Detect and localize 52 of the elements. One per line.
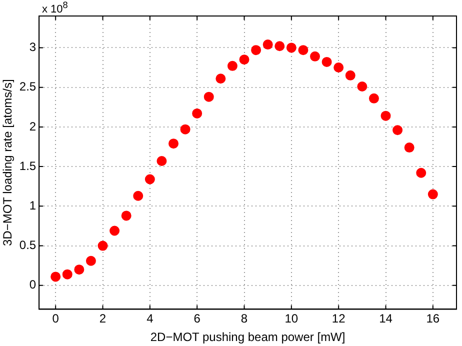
- point: [216, 74, 226, 84]
- point: [251, 45, 262, 56]
- y-tick-label: 3: [29, 40, 36, 54]
- point: [98, 240, 108, 251]
- x-tick-label: 6: [194, 312, 201, 326]
- point: [392, 125, 403, 136]
- x-tick-label: 14: [379, 312, 393, 326]
- x-tick-label: 10: [284, 312, 298, 326]
- point: [50, 272, 61, 282]
- y-tick-label: 0: [29, 278, 36, 292]
- x-tick-label: 0: [52, 312, 60, 326]
- point: [239, 54, 250, 65]
- point: [121, 210, 132, 221]
- point: [380, 110, 391, 121]
- point: [428, 189, 438, 200]
- y-axis-title: 3D−MOT loading rate [atoms/s]: [0, 79, 15, 246]
- point: [334, 62, 344, 73]
- point: [74, 264, 84, 275]
- x-tick-label: 12: [332, 312, 346, 326]
- x-tick-label: 16: [426, 312, 440, 326]
- point: [262, 40, 273, 50]
- point: [416, 168, 426, 178]
- x-axis-title: 2D−MOT pushing beam power [mW]: [150, 330, 346, 344]
- point: [62, 269, 72, 280]
- point: [286, 42, 296, 53]
- point: [404, 142, 414, 153]
- point: [192, 108, 202, 118]
- point: [86, 256, 96, 266]
- text: x 10$^{8}$: [42, 0, 68, 16]
- point: [345, 70, 356, 80]
- point: [368, 93, 379, 104]
- y-tick-label: 1.5: [19, 158, 36, 173]
- point: [156, 156, 167, 166]
- x-tick-label: 4: [146, 312, 154, 326]
- point: [144, 174, 155, 184]
- y-tick-label: 1: [29, 198, 36, 212]
- x-tick-label: 2: [99, 312, 106, 326]
- point: [204, 92, 214, 102]
- point: [110, 226, 120, 236]
- point: [357, 82, 368, 92]
- point: [168, 138, 179, 149]
- y-tick-label: 2.5: [19, 80, 36, 94]
- point: [180, 124, 190, 134]
- point: [227, 60, 238, 71]
- point: [133, 190, 144, 201]
- x-tick-label: 8: [240, 312, 248, 326]
- point: [274, 41, 285, 52]
- y-tick-label: 0.5: [19, 238, 36, 252]
- point: [322, 56, 332, 67]
- point: [310, 51, 320, 62]
- point: [298, 45, 308, 56]
- y-tick-label: 2: [29, 119, 36, 134]
